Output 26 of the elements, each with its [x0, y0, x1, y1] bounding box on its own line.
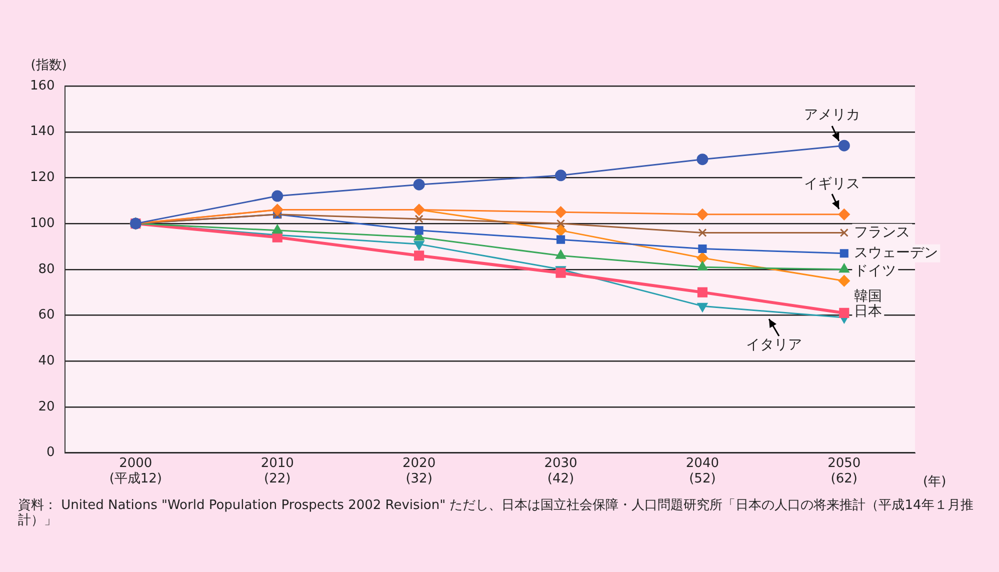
- y-tick-label: 160: [30, 78, 55, 94]
- y-tick-label: 100: [30, 216, 55, 231]
- x-tick-label: 2000 (平成12): [109, 456, 162, 487]
- series-label: フランス: [854, 224, 910, 240]
- series-label: ドイツ: [854, 263, 896, 280]
- y-tick-label: 0: [46, 445, 55, 460]
- x-axis-title: (年): [923, 474, 946, 490]
- x-tick-label: 2010 (22): [260, 456, 294, 487]
- series-label: 日本: [854, 304, 882, 320]
- y-tick-label: 40: [38, 353, 55, 368]
- x-tick-label: 2050 (62): [828, 456, 861, 487]
- y-tick-label: 120: [30, 170, 55, 186]
- y-tick-label: 20: [38, 399, 55, 414]
- x-tick-label: 2030 (42): [544, 456, 578, 487]
- series-label: イタリア: [746, 337, 802, 354]
- series-label: アメリカ: [804, 107, 860, 124]
- series-label: イギリス: [804, 176, 860, 192]
- x-tick-label: 2020 (32): [402, 456, 436, 487]
- y-axis-title: (指数): [30, 58, 67, 73]
- y-tick-label: 140: [30, 124, 55, 140]
- text: 資料： United Nations "World Population Prospects 2002 Revision" ただし、日本は国立社会保障・人口問題研究所「日本の人口の将来推計（平成14年１月推計）」: [18, 498, 974, 528]
- series-label: 韓国: [854, 288, 882, 305]
- series-label: スウェーデン: [854, 244, 938, 261]
- x-tick-label: 2040 (52): [686, 456, 719, 487]
- y-tick-label: 60: [38, 308, 55, 323]
- y-tick-label: 80: [38, 262, 55, 277]
